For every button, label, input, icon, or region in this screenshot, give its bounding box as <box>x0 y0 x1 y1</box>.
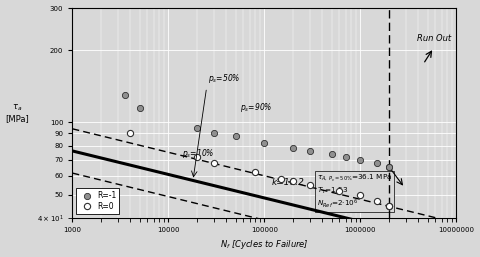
Point <box>289 146 297 150</box>
Point <box>136 106 144 110</box>
Text: $p_s$=50%: $p_s$=50% <box>208 72 241 85</box>
Point <box>193 126 201 130</box>
Point <box>277 177 285 181</box>
Point <box>336 188 343 192</box>
Point <box>328 152 336 156</box>
Point <box>373 199 381 203</box>
Legend: R=-1, R=0: R=-1, R=0 <box>76 188 119 214</box>
Point <box>357 158 364 162</box>
Point <box>373 161 381 165</box>
Text: $\tau_{A,\,P_{v}=50\%}$=36.1 MPa
$T_\tau$=1.53
$N_{Ref}$=2·10$^6$: $\tau_{A,\,P_{v}=50\%}$=36.1 MPa $T_\tau… <box>317 173 392 210</box>
Text: Run Out: Run Out <box>418 34 452 43</box>
Point <box>210 131 218 135</box>
Point <box>385 165 393 169</box>
Point <box>289 179 297 183</box>
Point <box>121 93 129 97</box>
Point <box>252 170 259 174</box>
Text: $p_s$=90%: $p_s$=90% <box>240 102 272 114</box>
Y-axis label: $\tau_a$
[MPa]: $\tau_a$ [MPa] <box>6 103 29 123</box>
Point <box>232 134 240 138</box>
X-axis label: $N_f$ [Cycles to Failure]: $N_f$ [Cycles to Failure] <box>220 238 309 251</box>
Point <box>193 155 201 159</box>
Point <box>126 131 134 135</box>
Point <box>342 155 349 159</box>
Point <box>385 165 393 169</box>
Text: $p_s$=10%: $p_s$=10% <box>182 146 215 160</box>
Point <box>385 204 393 208</box>
Text: k=10.2: k=10.2 <box>272 178 305 187</box>
Point <box>357 192 364 197</box>
Point <box>385 204 393 208</box>
Point <box>210 161 218 165</box>
Point <box>306 149 314 153</box>
Point <box>306 183 314 187</box>
Point <box>261 141 268 145</box>
